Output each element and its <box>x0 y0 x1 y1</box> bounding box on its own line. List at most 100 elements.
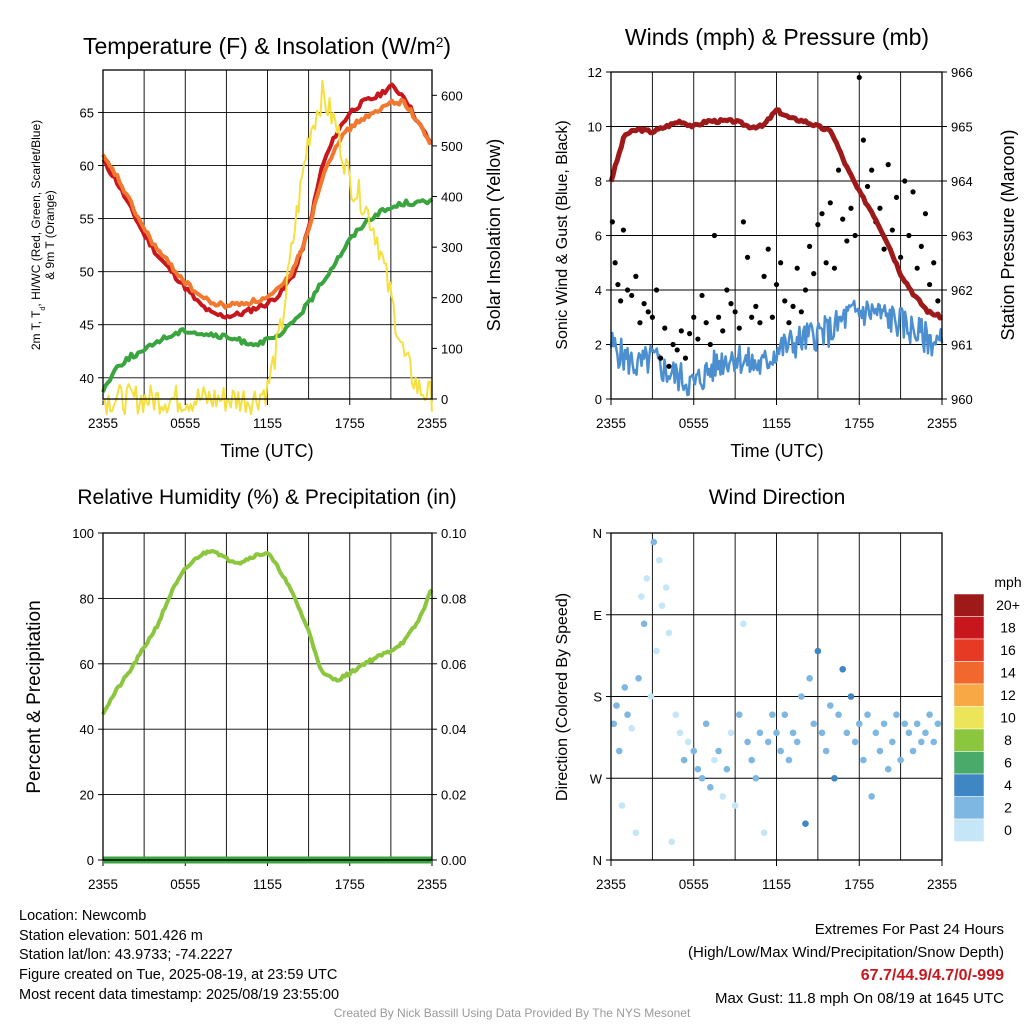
gust-point <box>618 298 624 304</box>
x-tick-label-2-0: 2355 <box>88 877 118 892</box>
wind-direction-point <box>760 829 768 837</box>
y2-tick-label-2-3: 0.06 <box>441 657 466 672</box>
wind-direction-point <box>905 729 913 737</box>
gust-point <box>711 232 718 239</box>
colorbar-swatch <box>953 728 985 752</box>
gust-point <box>612 260 618 266</box>
gust-point <box>740 219 747 225</box>
gust-point <box>765 246 771 252</box>
colorbar-swatch <box>953 818 985 842</box>
wind-direction-point <box>793 738 801 746</box>
x-tick-label-1-0: 2355 <box>596 416 626 431</box>
wind-direction-point <box>773 729 780 737</box>
y-axis-label-humidity: Percent & Precipitation <box>24 600 45 793</box>
x-tick-label-2-1: 0555 <box>170 877 200 892</box>
gust-point <box>922 211 929 217</box>
chart-title-temperature-part: 2 <box>436 35 444 50</box>
wind-direction-point <box>618 802 626 809</box>
wind-direction-point <box>668 838 675 846</box>
y-tick-label-1-2: 4 <box>595 283 602 298</box>
wind-direction-point <box>624 711 631 718</box>
y-axis-label-temperature-1-part: , HI/WC (Red, Green, Scarlet/Blue) <box>29 120 43 307</box>
wind-direction-point <box>814 647 822 655</box>
wind-direction-point <box>665 629 673 637</box>
wind-direction-point <box>926 711 933 718</box>
x-tick-label-1-1: 0555 <box>679 416 709 431</box>
wind-direction-point <box>643 575 651 582</box>
gust-point <box>782 298 788 304</box>
wind-direction-point <box>851 738 859 746</box>
gust-point <box>935 298 941 304</box>
chart-title-temperature-part: Temperature (F) & Insolation (W/m <box>83 33 436 59</box>
gust-point <box>666 363 672 369</box>
wind-direction-point <box>690 747 698 755</box>
gust-point <box>615 281 621 288</box>
gust-point <box>856 74 862 81</box>
wind-direction-point <box>781 711 789 718</box>
colorbar-swatch <box>953 683 985 707</box>
gust-point <box>840 216 846 222</box>
colorbar-label: 10 <box>1000 710 1016 726</box>
wind-direction-point <box>855 720 863 728</box>
y-tick-label-1-1: 2 <box>595 338 602 353</box>
wind-direction-point <box>785 756 793 764</box>
chart-title-winds: Winds (mph) & Pressure (mb) <box>625 24 929 50</box>
gust-point <box>736 325 742 331</box>
gust-point <box>728 301 734 307</box>
x-tick-label-2-3: 1755 <box>335 877 365 892</box>
y-axis-label-winds: Sonic Wind & Gust (Blue, Black) <box>554 120 571 349</box>
wind-direction-point <box>835 711 842 718</box>
gust-point <box>744 254 751 260</box>
gust-point <box>811 271 817 277</box>
y2-tick-label-0-3: 300 <box>441 240 463 255</box>
gust-point <box>620 227 627 233</box>
chart-title-temperature: Temperature (F) & Insolation (W/m2) <box>83 33 451 59</box>
wind-direction-point <box>880 720 888 728</box>
wind-direction-point <box>847 693 855 700</box>
wind-direction-point <box>789 729 797 737</box>
colorbar-label: 14 <box>1000 665 1016 681</box>
wind-direction-point <box>864 711 871 718</box>
y-tick-label-1-0: 0 <box>595 392 602 407</box>
colorbar-label: 16 <box>1000 642 1016 658</box>
x-tick-label-0-1: 0555 <box>170 416 200 431</box>
y-axis-label-temperature-1: 2m T, Td, HI/WC (Red, Green, Scarlet/Blu… <box>29 120 47 350</box>
gust-point <box>807 243 813 249</box>
series-line-2m-t <box>101 82 433 320</box>
wind-direction-point <box>839 665 846 673</box>
gust-point <box>687 331 693 337</box>
colorbar-swatch <box>953 751 985 775</box>
gust-point <box>641 301 647 307</box>
wind-direction-point <box>613 702 620 709</box>
wind-direction-point <box>826 702 834 709</box>
station-elevation: Station elevation: 501.426 m <box>19 927 203 944</box>
y-tick-label-1-4: 8 <box>595 174 602 189</box>
wind-direction-point <box>843 729 851 737</box>
gust-point <box>707 341 713 348</box>
y-tick-label-2-4: 80 <box>80 591 94 606</box>
gust-point <box>852 232 858 239</box>
wind-direction-point <box>777 747 784 755</box>
station-info: Location: Newcomb Station elevation: 501… <box>19 907 339 1006</box>
y-tick-label-0-0: 40 <box>80 371 94 386</box>
gust-point <box>860 137 866 143</box>
y2-tick-label-0-0: 0 <box>441 392 448 407</box>
y-axis-label-temperature-2: & 9m T (Orange) <box>43 190 57 280</box>
y-tick-label-0-1: 45 <box>80 318 94 333</box>
y2-tick-label-2-1: 0.02 <box>441 788 466 803</box>
wind-direction-point <box>647 693 655 700</box>
colorbar-title: mph <box>994 574 1021 590</box>
wind-direction-point <box>822 747 830 755</box>
y-tick-label-1-5: 10 <box>588 120 602 135</box>
x-tick-label-2-4: 2355 <box>417 877 447 892</box>
gust-point <box>753 303 759 309</box>
wind-direction-point <box>672 711 680 718</box>
plot-border-1 <box>610 71 943 400</box>
gust-point <box>674 347 680 353</box>
x-tick-label-0-4: 2355 <box>417 416 447 431</box>
x-axis-label-winds: Time (UTC) <box>730 441 823 461</box>
gust-point <box>633 273 639 279</box>
wind-direction-point <box>831 774 838 782</box>
gust-point <box>682 355 689 361</box>
wind-direction-point <box>640 620 648 628</box>
